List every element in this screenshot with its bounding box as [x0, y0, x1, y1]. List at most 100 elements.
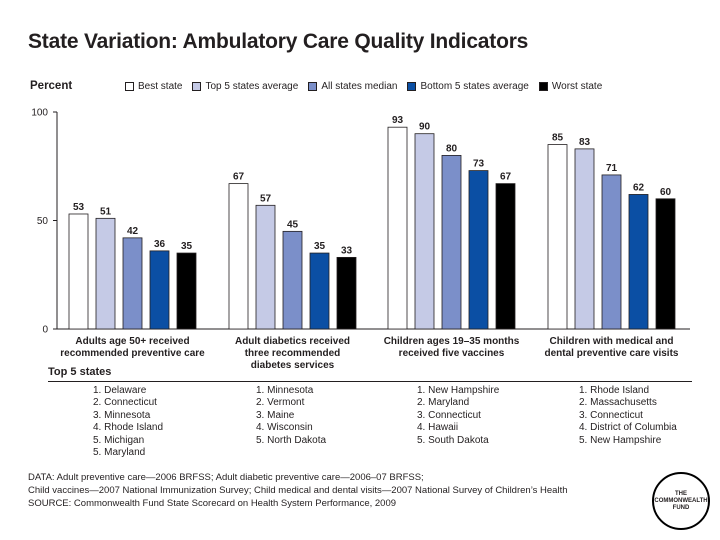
bar-3-0: [547, 144, 568, 330]
legend-swatch-median: [308, 82, 318, 91]
top5-state-item: 5. New Hampshire: [579, 434, 662, 446]
logo-line-3: FUND: [672, 504, 690, 511]
bar-value-label-1-0: 67: [233, 172, 245, 183]
bar-0-2: [122, 237, 143, 330]
legend-item-best-state: Best state: [125, 81, 182, 92]
logo-line-2: COMMONWEALTH: [654, 497, 708, 504]
top5-list-adults-preventive: 1. Delaware 2. Connecticut 3. Minnesota 4. …: [93, 385, 163, 459]
bar-value-label-0-4: 35: [181, 241, 193, 252]
top5-state-item: 2. Maryland: [417, 397, 470, 409]
legend-swatch-best-state: [125, 82, 134, 91]
category-label-0: Adults age 50+ received recommended preve…: [60, 336, 205, 359]
top5-state-item: 5. Maryland: [93, 447, 146, 459]
top5-state-item: 2. Massachusetts: [579, 397, 657, 409]
category-label-line: recommended preventive care: [60, 348, 205, 359]
bar-value-label-0-3: 36: [154, 239, 166, 250]
top5-list-diabetics: 1. Minnesota 2. Vermont 3. Maine 4. Wiscons…: [256, 385, 326, 447]
bar-2-1: [414, 133, 435, 330]
legend-swatch-worst-state: [538, 82, 548, 91]
category-label-3: Children with medical and dental preventi…: [545, 336, 679, 359]
legend-label-best-state: Best state: [138, 81, 183, 92]
bar-1-1: [255, 204, 276, 330]
bar-value-label-2-1: 90: [419, 122, 431, 133]
bar-value-label-0-0: 53: [73, 202, 85, 213]
category-label-line: three recommended: [245, 348, 341, 359]
top5-state-item: 3. Minnesota: [93, 409, 151, 421]
top5-state-item: 3. Maine: [256, 409, 295, 421]
footnote-data-line-2: Child vaccines—2007 National Immunizatio…: [28, 485, 568, 496]
bar-2-4: [495, 183, 516, 330]
bar-value-label-0-1: 51: [100, 206, 112, 217]
top5-state-item: 1. Minnesota: [256, 385, 314, 396]
bar-value-label-2-0: 93: [392, 115, 404, 126]
top5-state-item: 1. Rhode Island: [579, 385, 650, 396]
top5-state-item: 2. Connecticut: [93, 397, 157, 409]
category-label-2: Children ages 19–35 months received five …: [384, 336, 520, 359]
bar-3-4: [655, 198, 676, 330]
top5-section-title: Top 5 states: [48, 366, 112, 378]
category-label-1: Adult diabetics received three recommende…: [235, 336, 350, 370]
bar-2-3: [468, 170, 489, 330]
top5-divider: [48, 381, 692, 382]
top5-state-item: 1. Delaware: [93, 385, 147, 396]
top5-state-item: 4. Rhode Island: [93, 422, 164, 434]
bar-value-label-2-3: 73: [473, 159, 485, 170]
top5-list-child-vaccines: 1. New Hampshire 2. Maryland 3. Connecticu…: [417, 385, 499, 447]
bar-value-label-3-0: 85: [552, 133, 564, 144]
category-label-line: Adult diabetics received: [235, 336, 350, 347]
bar-value-label-3-3: 62: [633, 182, 645, 193]
bar-value-label-1-2: 45: [287, 219, 299, 230]
bar-value-label-3-4: 60: [660, 187, 672, 198]
legend-item-top5-average: Top 5 states average: [192, 81, 298, 92]
bar-0-4: [176, 252, 197, 330]
category-label-line: received five vaccines: [399, 348, 505, 359]
bar-2-0: [387, 126, 408, 330]
category-label-line: diabetes services: [251, 360, 335, 370]
top5-state-item: 4. District of Columbia: [579, 422, 677, 434]
footnote-source: SOURCE: Commonwealth Fund State Scorecar…: [28, 498, 397, 509]
bar-value-label-2-4: 67: [500, 172, 512, 183]
legend-item-median: All states median: [308, 81, 397, 92]
top5-state-item: 1. New Hampshire: [417, 385, 500, 396]
top5-state-item: 5. South Dakota: [417, 434, 489, 446]
y-tick-label-50: 50: [37, 216, 49, 227]
y-axis-label: Percent: [30, 80, 73, 92]
top5-list-child-visits: 1. Rhode Island 2. Massachusetts 3. Connec…: [579, 385, 677, 447]
legend-label-median: All states median: [321, 81, 398, 92]
top5-state-item: 5. Michigan: [93, 434, 145, 446]
bar-value-label-3-2: 71: [606, 163, 618, 174]
bar-1-3: [309, 252, 330, 330]
bar-value-label-2-2: 80: [446, 143, 458, 154]
bar-1-0: [228, 183, 249, 330]
bar-0-1: [95, 217, 116, 330]
y-tick-label-100: 100: [31, 108, 48, 119]
logo-line-1: THE: [675, 490, 687, 497]
bar-3-3: [628, 194, 649, 330]
bar-3-2: [601, 174, 622, 330]
legend-swatch-bottom5-average: [407, 82, 417, 91]
top5-state-item: 3. Connecticut: [579, 409, 643, 421]
bar-value-label-1-3: 35: [314, 241, 326, 252]
legend-swatch-top5-average: [192, 82, 202, 91]
legend-label-worst-state: Worst state: [551, 81, 603, 92]
legend-item-worst-state: Worst state: [538, 81, 603, 92]
bar-value-label-1-1: 57: [260, 193, 272, 204]
category-label-line: Adults age 50+ received: [75, 336, 189, 347]
bar-value-label-1-4: 33: [341, 245, 353, 256]
y-tick-label-0: 0: [42, 325, 48, 336]
legend-label-bottom5-average: Bottom 5 states average: [420, 81, 529, 92]
top5-state-item: 3. Connecticut: [417, 409, 481, 421]
bar-1-2: [282, 230, 303, 330]
chart-title: State Variation: Ambulatory Care Quality…: [28, 30, 529, 53]
top5-state-item: 2. Vermont: [256, 397, 305, 409]
chart-legend: Best state Top 5 states average All stat…: [125, 81, 612, 92]
legend-item-bottom5-average: Bottom 5 states average: [407, 81, 529, 92]
commonwealth-fund-logo: THE COMMONWEALTH FUND: [652, 472, 710, 530]
footnote-data-line-1: DATA: Adult preventive care—2006 BRFSS; …: [28, 472, 424, 483]
category-label-line: dental preventive care visits: [545, 348, 679, 359]
bar-2-2: [441, 154, 462, 330]
bar-3-1: [574, 148, 595, 330]
category-label-line: Children with medical and: [550, 336, 674, 347]
footnotes: DATA: Adult preventive care—2006 BRFSS; …: [28, 471, 568, 510]
bar-0-0: [68, 213, 89, 330]
